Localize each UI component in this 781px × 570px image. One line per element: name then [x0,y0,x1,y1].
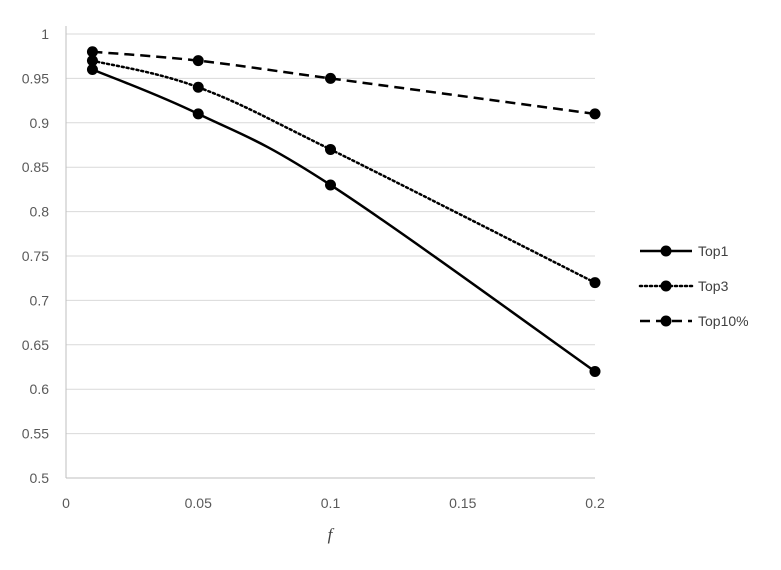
legend-label: Top10% [698,313,749,329]
data-point [589,108,601,120]
axes: 0.5 0.55 0.6 0.65 0.7 0.75 0.8 0.85 0.9 0.95 1 0 0.0… [22,26,605,511]
x-tick-label: 0 [62,495,70,511]
x-axis-title: f [328,525,335,544]
data-point [86,46,98,58]
data-point [86,64,98,76]
data-point [589,277,601,289]
y-tick-label: 0.5 [30,470,50,486]
y-tick-label: 0.7 [30,292,50,308]
y-tick-label: 0.95 [22,70,49,86]
data-point [192,81,204,93]
x-tick-label: 0.05 [185,495,212,511]
series-top3 [86,55,601,289]
legend-label: Top1 [698,243,729,259]
y-tick-label: 0.6 [30,381,50,397]
data-point [86,55,98,67]
y-tick-label: 0.8 [30,204,50,220]
data-point [325,179,336,191]
data-point [192,55,204,67]
legend-item: Top3 [638,278,729,294]
legend: Top1 Top3 Top10% [638,243,749,329]
series-top1 [86,64,601,377]
series-line [92,50,596,116]
y-tick-label: 0.9 [30,115,50,131]
gridlines [66,33,595,435]
series-group [86,46,601,377]
legend-item: Top1 [640,243,729,259]
x-tick-label: 0.1 [321,495,341,511]
y-tick-label: 0.75 [22,248,49,264]
data-point [325,72,336,84]
y-tick-label: 1 [41,26,49,42]
legend-label: Top3 [698,278,729,294]
legend-marker [660,245,672,257]
data-point [325,143,336,155]
legend-marker [660,280,672,292]
y-tick-label: 0.55 [22,426,49,442]
x-tick-label: 0.2 [585,495,605,511]
legend-item: Top10% [640,313,749,329]
data-point [589,365,601,377]
y-tick-label: 0.85 [22,159,49,175]
y-tick-label: 0.65 [22,337,49,353]
data-point [192,108,204,120]
series-line [91,68,596,373]
series-line [91,59,597,284]
x-tick-label: 0.15 [449,495,476,511]
legend-marker [660,315,672,327]
series-top10 [86,46,601,120]
